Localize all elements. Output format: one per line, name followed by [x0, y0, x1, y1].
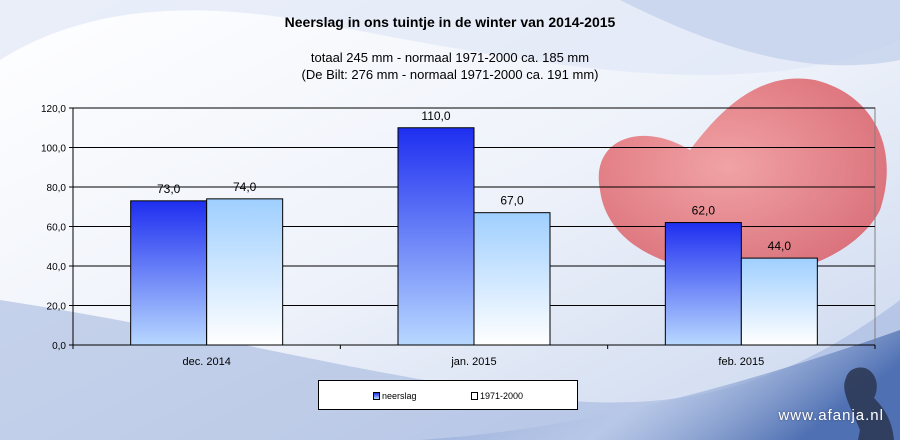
y-tick-label: 120,0: [41, 104, 66, 115]
chart-title: Neerslag in ons tuintje in de winter van…: [284, 14, 616, 30]
bar-1971-2000: [473, 212, 551, 346]
x-tick-label: dec. 2014: [183, 356, 231, 368]
chart-legend: neerslag 1971-2000: [318, 380, 578, 410]
y-tick-label: 0,0: [52, 341, 66, 352]
y-tick-label: 80,0: [47, 183, 67, 194]
data-label: 73,0: [157, 182, 181, 196]
data-label: 74,0: [233, 180, 257, 194]
legend-label-neerslag: neerslag: [382, 391, 417, 401]
silhouette-image: [844, 367, 894, 440]
chart-subtitle-line-2: (De Bilt: 276 mm - normaal 1971-2000 ca.…: [301, 67, 599, 82]
chart-subtitle-line-1: totaal 245 mm - normaal 1971-2000 ca. 18…: [310, 50, 590, 65]
bar-1971-2000: [206, 198, 284, 346]
legend-item-neerslag: neerslag: [373, 391, 417, 401]
data-label: 110,0: [421, 109, 450, 123]
data-label: 67,0: [500, 194, 524, 208]
x-tick-label: feb. 2015: [718, 356, 764, 368]
y-tick-label: 40,0: [47, 262, 67, 273]
bar-neerslag: [397, 127, 475, 346]
y-tick-label: 20,0: [47, 302, 67, 313]
y-tick-label: 60,0: [47, 223, 67, 234]
watermark-text: www.afanja.nl: [778, 407, 884, 424]
legend-label-normaal: 1971-2000: [480, 391, 524, 401]
bar-neerslag: [130, 200, 208, 346]
y-tick-label: 100,0: [41, 144, 66, 155]
legend-swatch-neerslag: [373, 392, 380, 400]
data-label: 44,0: [768, 239, 792, 253]
x-tick-label: jan. 2015: [450, 356, 496, 368]
legend-swatch-normaal: [471, 392, 478, 400]
data-label: 62,0: [692, 204, 716, 218]
bar-1971-2000: [740, 257, 818, 346]
legend-item-normaal: 1971-2000: [471, 391, 523, 401]
bar-neerslag: [664, 222, 742, 346]
